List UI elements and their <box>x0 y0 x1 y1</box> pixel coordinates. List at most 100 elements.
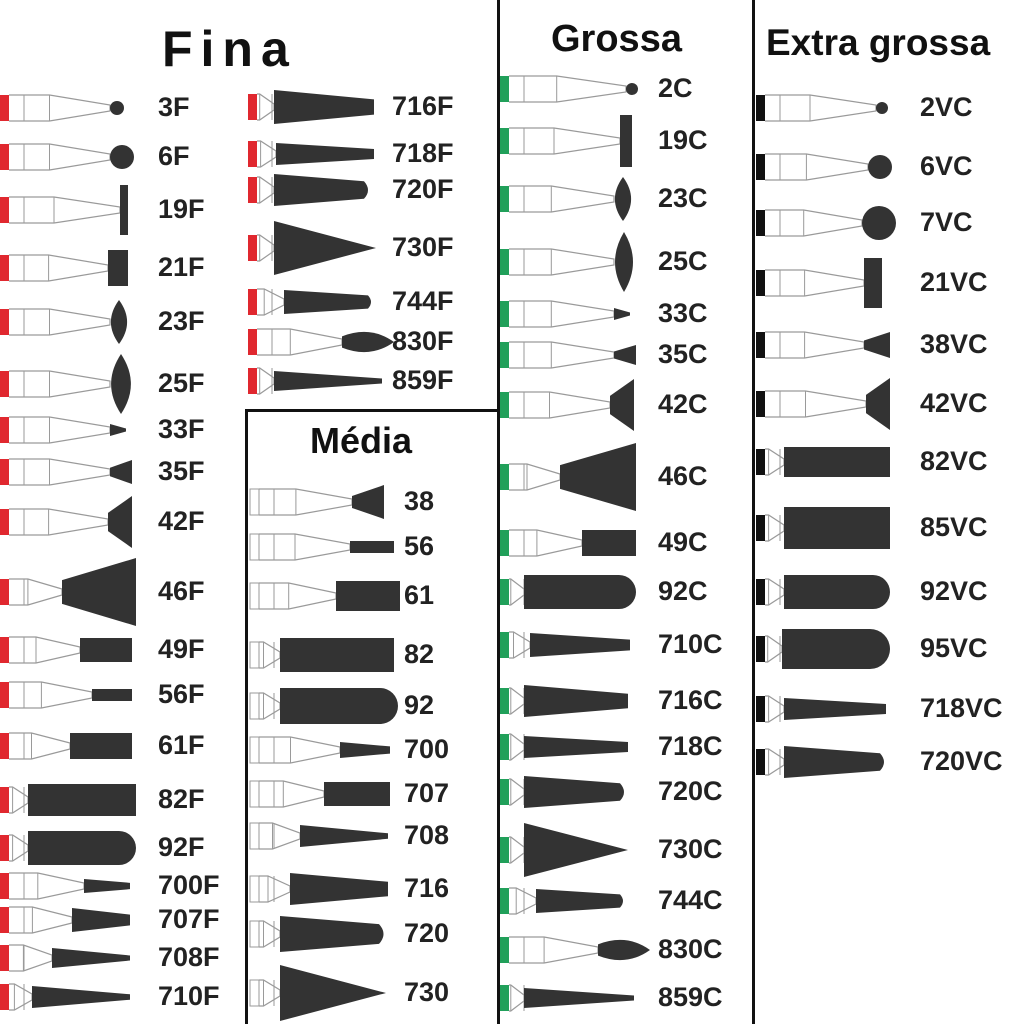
bur-label: 710C <box>658 629 723 659</box>
bur-33f <box>0 416 126 444</box>
bur-label: 708F <box>158 942 220 972</box>
bur-85vc <box>756 507 890 549</box>
bur-46c <box>500 443 636 511</box>
bur-label: 35C <box>658 339 708 369</box>
bur-label: 82VC <box>920 446 988 476</box>
bur-710c <box>500 631 630 659</box>
divider-grossa-extra <box>752 0 755 1024</box>
bur-label: 859C <box>658 982 723 1012</box>
bur-label: 730 <box>404 977 450 1007</box>
bur-label: 61F <box>158 730 205 760</box>
bur-92vc <box>756 575 890 609</box>
bur-label: 21F <box>158 252 205 282</box>
bur-label: 95VC <box>920 633 988 663</box>
bur-23c <box>500 177 632 221</box>
bur-label: 700F <box>158 870 220 900</box>
bur-label: 730F <box>392 232 454 262</box>
bur-label: 730C <box>658 834 723 864</box>
section-title-media: Média <box>310 420 413 461</box>
bur-label: 859F <box>392 365 454 395</box>
bur-label: 716 <box>404 873 450 903</box>
bur-61f <box>0 732 132 760</box>
bur-label: 718F <box>392 138 454 168</box>
bur-720f <box>248 174 368 206</box>
bur-46f <box>0 558 136 626</box>
bur-label: 92F <box>158 832 205 862</box>
bur-label: 25C <box>658 246 708 276</box>
bur-7vc <box>756 206 896 240</box>
bur-label: 56 <box>404 531 435 561</box>
bur-56f <box>0 681 132 709</box>
bur-708f <box>0 944 130 972</box>
bur-label: 92C <box>658 576 708 606</box>
bur-49f <box>0 636 132 664</box>
bur-82vc <box>756 447 890 477</box>
bur-25f <box>0 354 131 414</box>
bur-42f <box>0 496 132 548</box>
bur-label: 7VC <box>920 207 973 237</box>
bur-830c <box>500 936 650 964</box>
bur-label: 720 <box>404 918 450 948</box>
bur-label: 23F <box>158 306 205 336</box>
bur-label: 720C <box>658 776 723 806</box>
bur-label: 19F <box>158 194 205 224</box>
bur-707f <box>0 906 130 934</box>
bur-label: 46C <box>658 461 708 491</box>
bur-730 <box>249 965 386 1021</box>
bur-label: 46F <box>158 576 205 606</box>
bur-label: 42F <box>158 506 205 536</box>
bur-859f <box>248 367 382 395</box>
bur-92f <box>0 831 136 865</box>
bur-42vc <box>756 378 890 430</box>
bur-730f <box>248 221 376 275</box>
bur-label: 61 <box>404 580 435 610</box>
bur-label: 38VC <box>920 329 988 359</box>
bur-label: 56F <box>158 679 205 709</box>
bur-label: 6VC <box>920 151 973 181</box>
bur-23f <box>0 300 128 344</box>
bur-label: 2VC <box>920 92 973 122</box>
bur-label: 38 <box>404 486 435 516</box>
bur-38vc <box>756 331 890 359</box>
bur-716c <box>500 685 628 717</box>
bur-label: 23C <box>658 183 708 213</box>
bur-2c <box>500 75 638 103</box>
bur-6vc <box>756 153 892 181</box>
bur-82f <box>0 784 136 816</box>
bur-19c <box>500 115 632 167</box>
bur-label: 42C <box>658 389 708 419</box>
bur-720c <box>500 776 624 808</box>
bur-92c <box>500 575 636 609</box>
bur-38 <box>249 485 384 519</box>
bur-label: 708 <box>404 820 450 850</box>
bur-label: 716C <box>658 685 723 715</box>
bur-label: 830C <box>658 934 723 964</box>
bur-2vc <box>756 94 888 122</box>
bur-6f <box>0 143 134 171</box>
bur-label: 25F <box>158 368 205 398</box>
bur-label: 720F <box>392 174 454 204</box>
bur-label: 707 <box>404 778 450 808</box>
bur-718c <box>500 733 628 761</box>
bur-label: 6F <box>158 141 190 171</box>
bur-95vc <box>756 629 890 669</box>
bur-700f <box>0 872 130 900</box>
bur-label: 830F <box>392 326 454 356</box>
bur-19f <box>0 185 128 235</box>
bur-700 <box>249 736 390 764</box>
bur-718f <box>248 140 374 168</box>
bur-730c <box>500 823 628 877</box>
bur-720 <box>249 916 384 952</box>
bur-716 <box>249 873 388 905</box>
bur-49c <box>500 529 636 557</box>
bur-707 <box>249 780 390 808</box>
bur-61 <box>249 581 400 611</box>
bur-718vc <box>756 695 886 723</box>
bur-label: 42VC <box>920 388 988 418</box>
bur-label: 35F <box>158 456 205 486</box>
bur-label: 19C <box>658 125 708 155</box>
bur-label: 92 <box>404 690 435 720</box>
bur-21vc <box>756 258 882 308</box>
bur-label: 720VC <box>920 746 1003 776</box>
